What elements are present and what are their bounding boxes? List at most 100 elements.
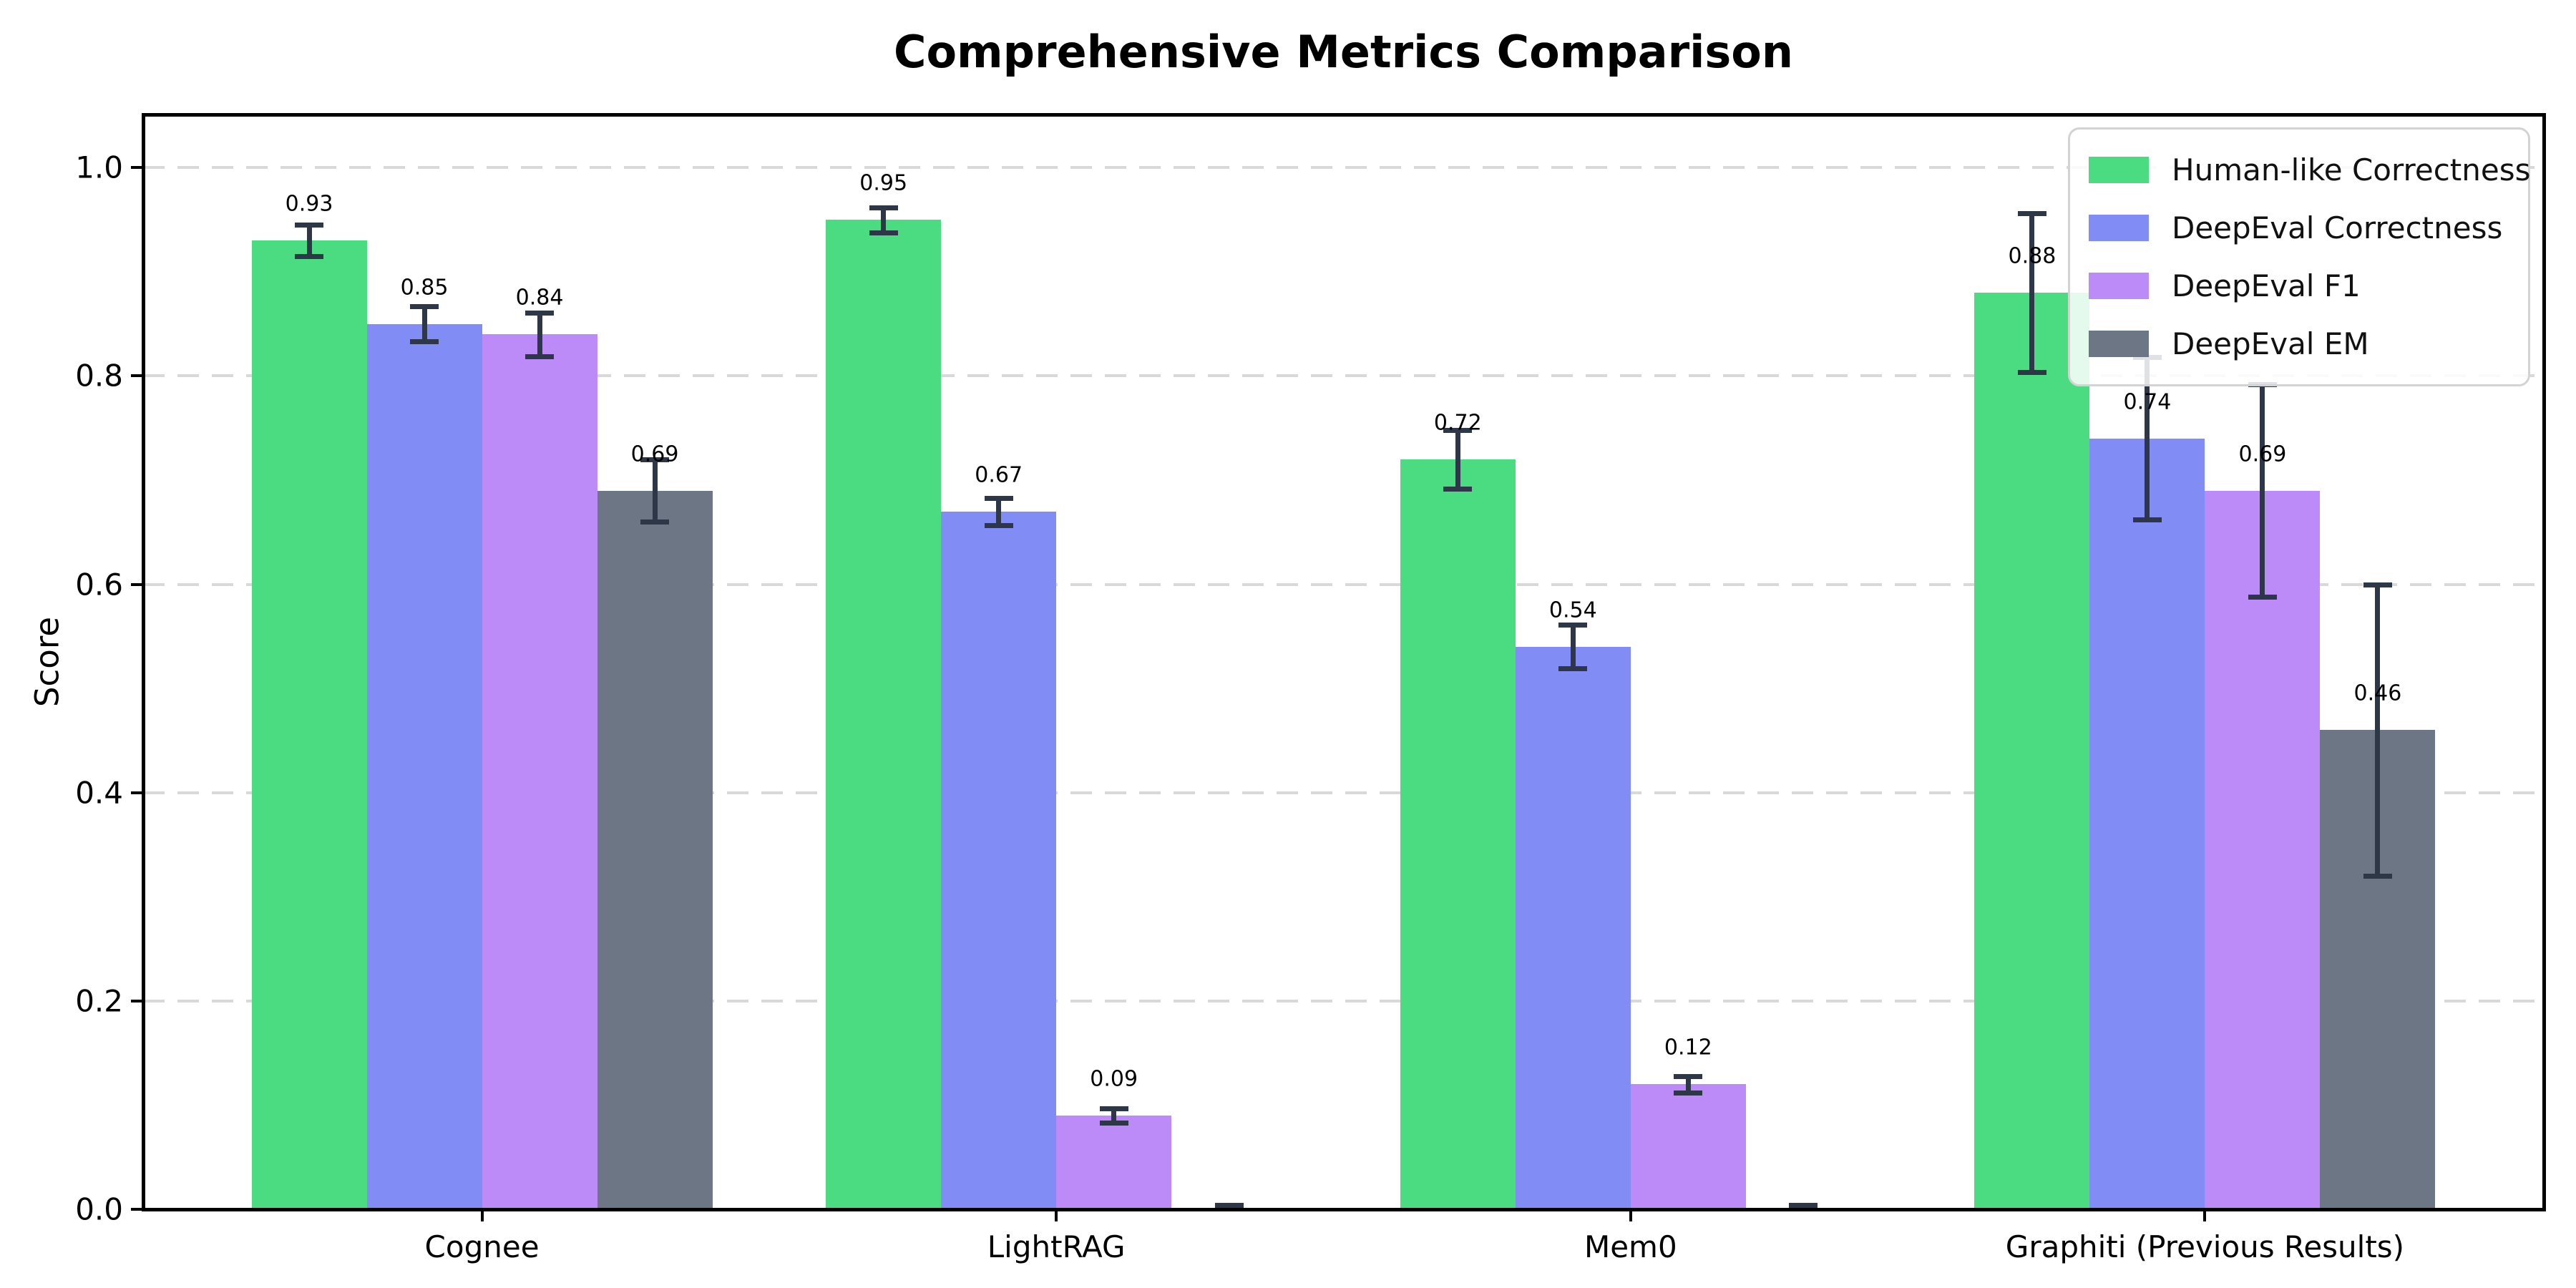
error-bar [1455, 430, 1460, 489]
error-bar [537, 312, 542, 356]
error-bar [652, 459, 658, 522]
x-tick-label: Mem0 [1584, 1229, 1677, 1264]
error-bar-cap [2363, 582, 2392, 587]
error-bar [306, 225, 312, 256]
legend-swatch [2089, 215, 2149, 241]
error-bar-cap [525, 353, 555, 359]
error-bar-cap [640, 519, 670, 525]
bar [1056, 1115, 1172, 1209]
error-bar-cap [2363, 874, 2392, 879]
bar [941, 511, 1057, 1209]
chart-title: Comprehensive Metrics Comparison [893, 26, 1794, 78]
bar-value-label: 0.74 [2123, 389, 2172, 415]
bar [1974, 292, 2090, 1209]
bar-value-label: 0.69 [2238, 441, 2287, 467]
error-bar-cap [869, 205, 898, 210]
y-axis-tick [131, 1208, 142, 1211]
error-bar-cap [295, 253, 324, 259]
gridline [143, 791, 2544, 794]
gridline [143, 999, 2544, 1002]
error-bar-cap [2017, 211, 2046, 217]
y-axis-tick [131, 582, 142, 586]
error-bar-cap [1443, 486, 1473, 492]
error-bar-cap [984, 522, 1013, 528]
gridline [143, 582, 2544, 586]
error-bar-cap [1099, 1106, 1128, 1111]
error-bar-cap [1558, 623, 1588, 628]
y-axis-tick [131, 791, 142, 794]
error-bar-cap [295, 223, 324, 228]
bar-value-label: 0.09 [1090, 1066, 1138, 1092]
bar [597, 490, 713, 1209]
bar [482, 334, 597, 1209]
error-bar-cap [1214, 1203, 1244, 1209]
y-axis-tick [131, 166, 142, 170]
error-bar [2375, 584, 2381, 877]
error-bar-cap [525, 310, 555, 316]
legend-swatch [2089, 273, 2149, 299]
legend-entry: DeepEval F1 [2089, 257, 2521, 315]
error-bar-cap [1674, 1090, 1703, 1096]
legend-label: DeepEval Correctness [2172, 210, 2503, 245]
error-bar-cap [1558, 666, 1588, 672]
error-bar-cap [1443, 428, 1473, 434]
legend-entry: DeepEval EM [2089, 315, 2521, 373]
legend-entry: DeepEval Correctness [2089, 199, 2521, 257]
legend-label: Human-like Correctness [2172, 152, 2531, 187]
error-bar-cap [1789, 1203, 1818, 1209]
bar-value-label: 0.85 [400, 275, 449, 301]
bar-value-label: 0.54 [1548, 597, 1597, 623]
error-bar [2145, 357, 2150, 520]
bar [2205, 490, 2321, 1209]
bar-value-label: 0.84 [515, 285, 564, 311]
bar-value-label: 0.88 [2008, 243, 2057, 269]
x-tick-label: Cognee [424, 1229, 540, 1264]
x-axis-tick [2203, 1211, 2207, 1221]
bar-value-label: 0.12 [1664, 1035, 1712, 1060]
bar [366, 323, 482, 1209]
legend-entry: Human-like Correctness [2089, 141, 2531, 199]
gridline [143, 166, 2544, 170]
bar-value-label: 0.69 [630, 441, 679, 467]
x-tick-label: LightRAG [987, 1229, 1126, 1264]
bar [2089, 438, 2205, 1209]
legend-swatch [2089, 331, 2149, 357]
y-tick-label: 0.4 [75, 775, 123, 811]
error-bar-cap [640, 457, 670, 462]
legend-label: DeepEval EM [2172, 326, 2369, 361]
y-tick-label: 0.6 [75, 567, 123, 602]
bar-value-label: 0.72 [1433, 410, 1482, 436]
y-tick-label: 0.0 [75, 1191, 123, 1227]
y-tick-label: 0.8 [75, 358, 123, 394]
error-bar-cap [1099, 1121, 1128, 1126]
error-bar [1570, 625, 1576, 669]
error-bar [1685, 1075, 1691, 1093]
gridline [143, 374, 2544, 378]
error-bar-cap [2248, 595, 2277, 600]
legend-label: DeepEval F1 [2172, 268, 2361, 303]
y-axis-label: Score [28, 616, 67, 708]
bar [1400, 459, 1516, 1209]
x-axis-tick [1055, 1211, 1058, 1221]
error-bar-cap [2132, 517, 2162, 523]
error-bar-cap [410, 339, 439, 345]
legend: Human-like Correctness DeepEval Correctne… [2068, 127, 2531, 386]
error-bar [996, 497, 1002, 525]
error-bar [421, 306, 427, 342]
bar [1630, 1084, 1746, 1209]
error-bar-cap [869, 230, 898, 235]
error-bar-cap [1674, 1073, 1703, 1079]
bar-value-label: 0.46 [2353, 680, 2402, 706]
bar-value-label: 0.67 [975, 462, 1023, 488]
legend-swatch [2089, 157, 2149, 183]
error-bar [1111, 1108, 1117, 1123]
error-bar-cap [410, 303, 439, 309]
y-tick-label: 1.0 [75, 150, 123, 185]
error-bar-cap [2017, 369, 2046, 375]
x-axis-tick [480, 1211, 484, 1221]
error-bar [881, 207, 887, 233]
bar-value-label: 0.93 [285, 191, 333, 217]
x-axis-tick [1629, 1211, 1632, 1221]
bar [1515, 646, 1631, 1209]
error-bar [2029, 213, 2035, 372]
